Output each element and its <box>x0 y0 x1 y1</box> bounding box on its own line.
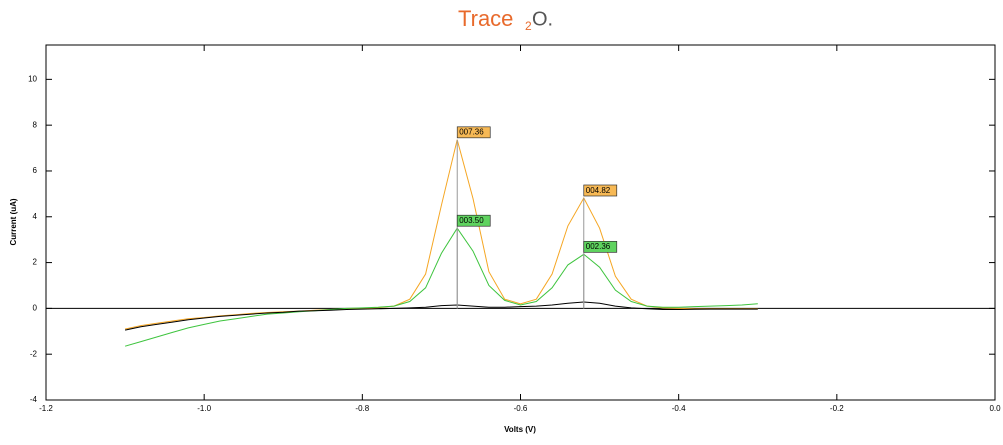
brand-suffix: O. <box>532 8 553 30</box>
y-axis-label: Current (uA) <box>9 198 18 245</box>
plot-frame <box>45 44 996 401</box>
x-tick-label: -1.0 <box>197 404 211 413</box>
series-line <box>124 139 758 330</box>
y-tick-label: 2 <box>33 258 38 267</box>
x-tick-label: -0.8 <box>355 404 369 413</box>
peak-label: 007.36 <box>459 128 484 137</box>
series-line <box>124 301 758 331</box>
y-tick-label: -2 <box>30 349 38 358</box>
x-tick-label: -1.2 <box>39 404 53 413</box>
y-tick-label: 0 <box>33 303 38 312</box>
series-line <box>124 227 758 347</box>
peak-label-box <box>583 184 618 197</box>
peak-label-box <box>456 126 491 139</box>
x-tick-label: -0.6 <box>514 404 528 413</box>
y-tick-label: 4 <box>33 212 38 221</box>
peak-label: 003.50 <box>459 216 484 225</box>
peak-label-box <box>456 214 491 227</box>
x-axis-label: Volts (V) <box>504 425 536 434</box>
x-tick-label: 0.0 <box>989 404 1001 413</box>
peak-label: 002.36 <box>586 242 611 251</box>
peak-label-box <box>583 240 618 253</box>
y-tick-label: -4 <box>30 395 38 404</box>
y-tick-label: 6 <box>33 166 38 175</box>
x-tick-label: -0.2 <box>830 404 844 413</box>
y-tick-label: 10 <box>28 74 37 83</box>
x-tick-label: -0.4 <box>672 404 686 413</box>
brand-name: Trace <box>458 6 513 31</box>
brand-sub: 2 <box>525 19 532 33</box>
peak-label: 004.82 <box>586 186 611 195</box>
y-tick-label: 8 <box>33 120 38 129</box>
